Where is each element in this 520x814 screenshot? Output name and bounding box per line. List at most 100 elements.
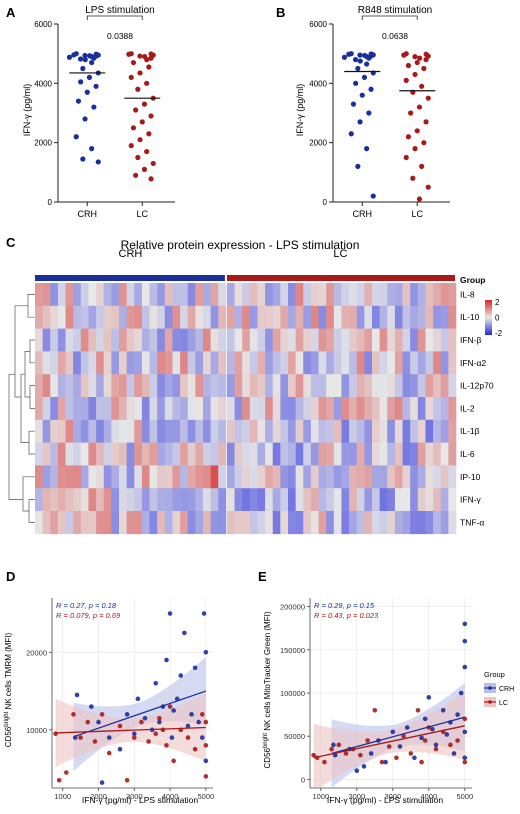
panel-e-plot: 1000 2000 3000 4000 500005000010000015000020… <box>280 598 473 801</box>
heatmap-cell <box>210 465 219 489</box>
heatmap-cell <box>280 283 289 307</box>
heatmap-cell <box>103 419 112 443</box>
heatmap-group-band-crh <box>35 275 225 281</box>
panel-b-point-crh <box>350 101 357 107</box>
heatmap-cell <box>288 374 296 398</box>
heatmap-cell <box>349 374 358 398</box>
heatmap-cell <box>257 283 266 307</box>
panel-d-point-crh <box>185 723 191 729</box>
panel-d-point-crh <box>201 611 207 616</box>
heatmap-cell <box>50 351 59 375</box>
panel-d-point-lc <box>199 712 205 717</box>
heatmap-cell <box>65 397 74 421</box>
heatmap-cell <box>96 374 105 398</box>
heatmap-cell <box>280 511 289 535</box>
heatmap-cell <box>73 305 82 329</box>
panel-e-ci-band-lc <box>313 691 465 788</box>
heatmap-cell <box>356 511 365 535</box>
panel-e-y-tick-label: 0 <box>301 775 305 784</box>
panel-a-point-lc <box>133 107 139 113</box>
heatmap-cell <box>387 488 396 512</box>
heatmap-cell <box>126 465 135 489</box>
heatmap-cell <box>141 283 150 307</box>
heatmap-cell <box>448 511 457 535</box>
dendrogram-branch <box>28 499 35 523</box>
panel-d-point-lc <box>117 723 123 729</box>
panel-a-point-lc <box>141 101 148 107</box>
heatmap-cell <box>73 488 82 512</box>
heatmap-cell <box>234 488 243 512</box>
heatmap-row-label: IL-6 <box>460 449 475 459</box>
heatmap-cell <box>257 305 266 329</box>
heatmap-cell <box>364 465 373 489</box>
heatmap-cell <box>364 442 373 466</box>
heatmap-cell <box>195 397 204 421</box>
heatmap-cell <box>249 328 258 352</box>
panel-d-point-crh <box>203 649 209 655</box>
heatmap-cell <box>172 305 181 329</box>
heatmap-cell <box>433 397 442 421</box>
heatmap-cell <box>372 374 380 398</box>
heatmap-cell <box>195 488 204 512</box>
heatmap-cell <box>172 419 181 443</box>
legend-label-crh: CRH <box>499 686 514 693</box>
heatmap-cell <box>410 397 419 421</box>
dendrogram-branch <box>8 373 23 500</box>
panel-e-fit-line-lc <box>313 725 465 759</box>
heatmap-cell <box>310 419 319 443</box>
heatmap-cell <box>164 511 173 535</box>
heatmap-cell <box>149 397 158 421</box>
panel-b-point-lc <box>414 128 420 134</box>
heatmap-cell <box>379 351 388 375</box>
heatmap-cell <box>265 374 274 398</box>
heatmap-cell <box>402 419 411 443</box>
heatmap-cell <box>433 419 442 443</box>
heatmap-cell <box>164 419 173 443</box>
heatmap-cell <box>425 419 434 443</box>
panel-b: B R848 stimulation IFN-γ (pg/ml) 0.0638 … <box>276 5 450 219</box>
heatmap-cell <box>164 442 173 466</box>
panel-a-pvalue: 0.0388 <box>107 31 133 41</box>
heatmap-cell <box>310 397 319 421</box>
heatmap-cell <box>318 374 327 398</box>
heatmap-cell <box>425 328 434 352</box>
heatmap-cell <box>440 283 449 307</box>
heatmap-cell <box>42 419 51 443</box>
heatmap-cell <box>410 442 419 466</box>
heatmap-cell <box>318 283 327 307</box>
heatmap-cell <box>203 305 211 329</box>
heatmap-cell <box>134 511 143 535</box>
heatmap-cell <box>288 488 296 512</box>
heatmap-cell <box>57 283 66 307</box>
heatmap-cell <box>379 419 388 443</box>
heatmap-cell <box>394 305 403 329</box>
heatmap-cell <box>295 511 304 535</box>
heatmap-cell <box>111 351 120 375</box>
heatmap-cell <box>88 397 97 421</box>
panel-a-point-crh <box>82 57 88 63</box>
heatmap-cell <box>88 511 97 535</box>
panel-e-point-lc <box>329 746 334 752</box>
heatmap-cell <box>417 419 426 443</box>
heatmap-cell <box>356 328 365 352</box>
heatmap-cell <box>387 283 396 307</box>
heatmap-cell <box>387 397 396 421</box>
heatmap-cell <box>333 374 342 398</box>
panel-e-point-lc <box>336 742 342 748</box>
heatmap-cell <box>141 351 150 375</box>
panel-b-y-tick-label: 0 <box>323 198 328 207</box>
heatmap-cell <box>341 305 350 329</box>
heatmap-cell <box>88 305 97 329</box>
heatmap-cell <box>88 419 97 443</box>
heatmap-cell <box>57 488 66 512</box>
panel-a-point-crh <box>84 89 90 95</box>
heatmap-cell <box>218 305 227 329</box>
heatmap-cell <box>272 397 281 421</box>
heatmap-cell <box>234 283 243 307</box>
panel-d-point-lc <box>203 743 209 748</box>
heatmap-cell <box>303 305 312 329</box>
panel-e-point-lc <box>386 744 392 749</box>
heatmap-cell <box>234 442 243 466</box>
heatmap-cell <box>203 419 211 443</box>
panel-b-point-crh <box>353 80 359 86</box>
